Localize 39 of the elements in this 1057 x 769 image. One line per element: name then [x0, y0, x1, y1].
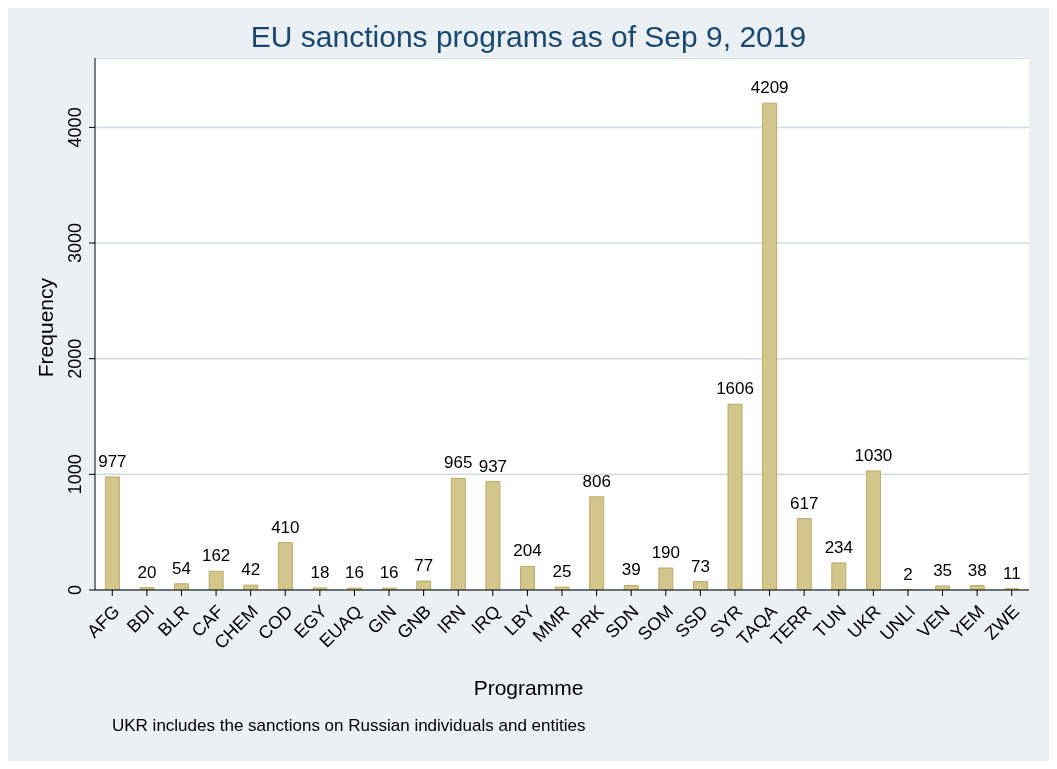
data-label: 977	[98, 452, 127, 472]
data-label: 18	[310, 562, 330, 582]
data-label: 39	[621, 560, 641, 580]
data-label: 190	[651, 543, 681, 563]
chart-title: EU sanctions programs as of Sep 9, 2019	[249, 20, 808, 54]
data-label: 77	[414, 556, 434, 576]
data-label: 25	[552, 562, 572, 582]
y-tick-label: 4000	[65, 107, 85, 148]
y-tick-label: 0	[65, 584, 85, 596]
x-tick-label: BLR	[153, 601, 193, 641]
data-label: 35	[933, 560, 953, 580]
data-label: 204	[513, 541, 542, 561]
data-label: 16	[379, 563, 399, 583]
data-label: 54	[172, 558, 192, 578]
data-label: 1030	[854, 445, 893, 465]
data-label: 73	[690, 556, 710, 576]
x-tick-label: IRN	[433, 601, 470, 638]
data-label: 617	[790, 493, 819, 513]
data-label: 162	[201, 546, 231, 566]
y-axis-title: Frequency	[34, 278, 58, 378]
data-label: 234	[824, 537, 854, 557]
data-label: 965	[444, 453, 473, 473]
y-tick-label: 1000	[65, 454, 85, 495]
data-label: 937	[478, 456, 508, 476]
data-label: 38	[967, 560, 987, 580]
data-label: 2	[903, 564, 913, 584]
data-label: 11	[1002, 563, 1021, 583]
data-label: 806	[582, 471, 611, 491]
data-label: 16	[345, 563, 364, 583]
data-label: 20	[137, 562, 157, 582]
data-label: 1606	[716, 379, 754, 399]
data-label: 42	[241, 560, 261, 580]
x-tick-label: IRQ	[467, 601, 505, 638]
y-tick-label: 3000	[65, 223, 85, 264]
y-tick-label: 2000	[65, 338, 85, 379]
text: UKR includes the sanctions on Russian individuals and entities	[112, 716, 586, 736]
data-label: 410	[271, 517, 300, 537]
x-axis-title: Programme	[472, 676, 585, 700]
data-label: 4209	[750, 78, 789, 98]
